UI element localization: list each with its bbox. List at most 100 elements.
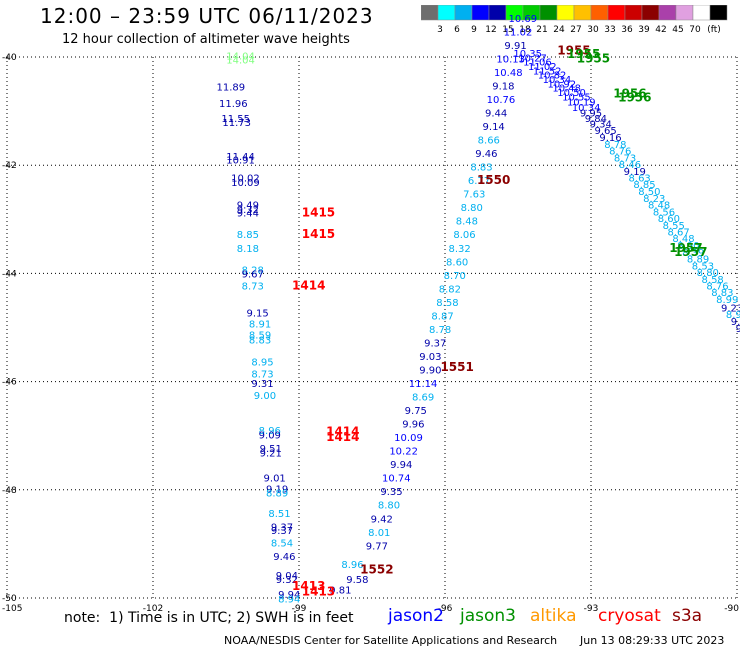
lon-tick-label: -93 bbox=[584, 604, 599, 614]
wave-height-point: 9.46 bbox=[475, 149, 497, 160]
wave-height-point: 8.54 bbox=[271, 539, 293, 550]
wave-height-point: 8.85 bbox=[237, 230, 259, 241]
colorbar-label: 30 bbox=[587, 25, 599, 35]
footnote: note: 1) Time is in UTC; 2) SWH is in fe… bbox=[64, 610, 354, 626]
track-time-label: 1955 bbox=[577, 51, 610, 65]
track-time-label: 1955 bbox=[567, 47, 600, 61]
wave-height-point: 9.00 bbox=[254, 391, 276, 402]
wave-height-point: 11.96 bbox=[219, 99, 248, 110]
page-subtitle: 12 hour collection of altimeter wave hei… bbox=[62, 32, 350, 47]
track-time-label: 1414 bbox=[292, 279, 325, 293]
wave-height-point: 8.53 bbox=[692, 262, 714, 273]
wave-height-point: 8.48 bbox=[648, 200, 670, 211]
colorbar-label: 21 bbox=[536, 25, 547, 35]
wave-height-point: 11.44 bbox=[226, 152, 255, 163]
lat-tick-label: -50 bbox=[2, 594, 17, 604]
wave-height-point: 8.78 bbox=[429, 325, 451, 336]
track-time-label: 1414 bbox=[326, 425, 359, 439]
wave-height-point: 9.32 bbox=[276, 575, 298, 586]
wave-height-point: 8.48 bbox=[672, 234, 694, 245]
wave-height-point: 8.50 bbox=[638, 187, 660, 198]
wave-height-point: 8.80 bbox=[378, 501, 400, 512]
wave-height-point: 8.39 bbox=[682, 248, 704, 259]
colorbar-label: 24 bbox=[553, 25, 565, 35]
color-scale-legend: 3 6 9 12 15 18 21 24 27 30 33 36 39 42 45 70 (ft) bbox=[421, 5, 728, 35]
wave-height-point: 9.90 bbox=[419, 365, 441, 376]
wave-height-point: 10.92 bbox=[547, 79, 576, 90]
wave-height-point: 10.09 bbox=[394, 433, 423, 444]
wave-height-point: 9.42 bbox=[371, 514, 393, 525]
wave-height-point: 10.27 bbox=[518, 53, 547, 64]
wave-height-point: 8.94 bbox=[726, 310, 740, 321]
wave-height-point: 11.55 bbox=[221, 114, 250, 125]
wave-height-point: 8.28 bbox=[242, 265, 264, 276]
wave-height-point: 9.09 bbox=[736, 324, 740, 335]
wave-height-point: 9.35 bbox=[380, 487, 402, 498]
wave-height-point: 8.73 bbox=[242, 282, 264, 293]
wave-height-point: 9.49 bbox=[237, 200, 259, 211]
colorbar-label: 36 bbox=[621, 25, 633, 35]
colorbar-label: 12 bbox=[485, 25, 496, 35]
wave-height-point: 9.09 bbox=[259, 430, 281, 441]
wave-height-point: 8.76 bbox=[609, 146, 631, 157]
colorbar-label: 9 bbox=[471, 25, 477, 35]
track-time-label: 1415 bbox=[302, 227, 335, 241]
wave-height-point: 8.73 bbox=[614, 153, 636, 164]
wave-height-point: 10.48 bbox=[494, 68, 523, 79]
track-time-label: 1956 bbox=[613, 87, 646, 101]
colorbar-label: 42 bbox=[655, 25, 666, 35]
lat-tick-label: -44 bbox=[2, 269, 17, 279]
wave-height-point: 8.58 bbox=[436, 298, 458, 309]
wave-height-point: 9.37 bbox=[271, 526, 293, 537]
lon-tick-label: -99 bbox=[292, 604, 307, 614]
wave-height-point: 11.02 bbox=[504, 27, 533, 38]
lat-tick-label: -42 bbox=[2, 161, 17, 171]
lat-tick-label: -46 bbox=[2, 378, 17, 388]
wave-height-point: 8.58 bbox=[702, 275, 724, 286]
wave-height-point: 9.05 bbox=[731, 317, 740, 328]
wave-height-point: 10.82 bbox=[538, 71, 567, 82]
wave-height-point: 9.23 bbox=[721, 303, 740, 314]
legend-cryosat: cryosat bbox=[598, 606, 661, 626]
wave-height-point: 10.74 bbox=[382, 474, 411, 485]
page-title: 12:00 – 23:59 UTC 06/11/2023 bbox=[40, 4, 374, 28]
track-time-label: 1552 bbox=[360, 563, 393, 577]
track-time-label: 1414 bbox=[326, 430, 359, 444]
colorbar-unit: (ft) bbox=[707, 25, 721, 35]
wave-height-point: 9.67 bbox=[242, 270, 264, 281]
wave-height-point: 10.02 bbox=[231, 173, 260, 184]
track-time-label: 1415 bbox=[302, 206, 335, 220]
wave-height-point: 9.37 bbox=[271, 522, 293, 533]
wave-height-point: 10.13 bbox=[496, 54, 525, 65]
wave-height-point: 8.60 bbox=[446, 257, 468, 268]
wave-height-point: 9.21 bbox=[260, 448, 282, 459]
wave-height-point: 8.55 bbox=[663, 221, 685, 232]
wave-height-point: 8.83 bbox=[711, 288, 733, 299]
wave-height-point: 11.73 bbox=[222, 118, 251, 129]
colorbar-label: 70 bbox=[689, 25, 701, 35]
wave-height-point: 6.77 bbox=[468, 176, 490, 187]
track-time-label: 1551 bbox=[440, 360, 473, 374]
wave-height-point: 10.34 bbox=[543, 75, 572, 86]
wave-height-point: 9.77 bbox=[366, 541, 388, 552]
wave-height-point: 9.44 bbox=[485, 109, 507, 120]
wave-height-point: 8.67 bbox=[667, 228, 689, 239]
wave-height-point: 8.99 bbox=[716, 295, 738, 306]
track-time-label: 1956 bbox=[618, 90, 651, 104]
colorbar-label: 18 bbox=[519, 25, 531, 35]
wave-height-point: 7.63 bbox=[463, 190, 485, 201]
lon-tick-label: -102 bbox=[143, 604, 163, 614]
wave-height-point: 9.16 bbox=[599, 133, 621, 144]
wave-height-point: 8.76 bbox=[706, 282, 728, 293]
track-time-label: 1957 bbox=[669, 241, 702, 255]
wave-height-point: 8.59 bbox=[249, 330, 271, 341]
wave-height-point: 9.44 bbox=[237, 209, 259, 220]
wave-height-point: 8.18 bbox=[237, 244, 259, 255]
wave-height-point: 9.46 bbox=[273, 552, 295, 563]
wave-height-point: 9.34 bbox=[590, 119, 612, 130]
wave-height-point: 10.50 bbox=[557, 88, 586, 99]
wave-height-point: 9.18 bbox=[492, 81, 514, 92]
wave-height-point: 14.04 bbox=[226, 55, 255, 66]
wave-height-point: 11.14 bbox=[409, 379, 438, 390]
